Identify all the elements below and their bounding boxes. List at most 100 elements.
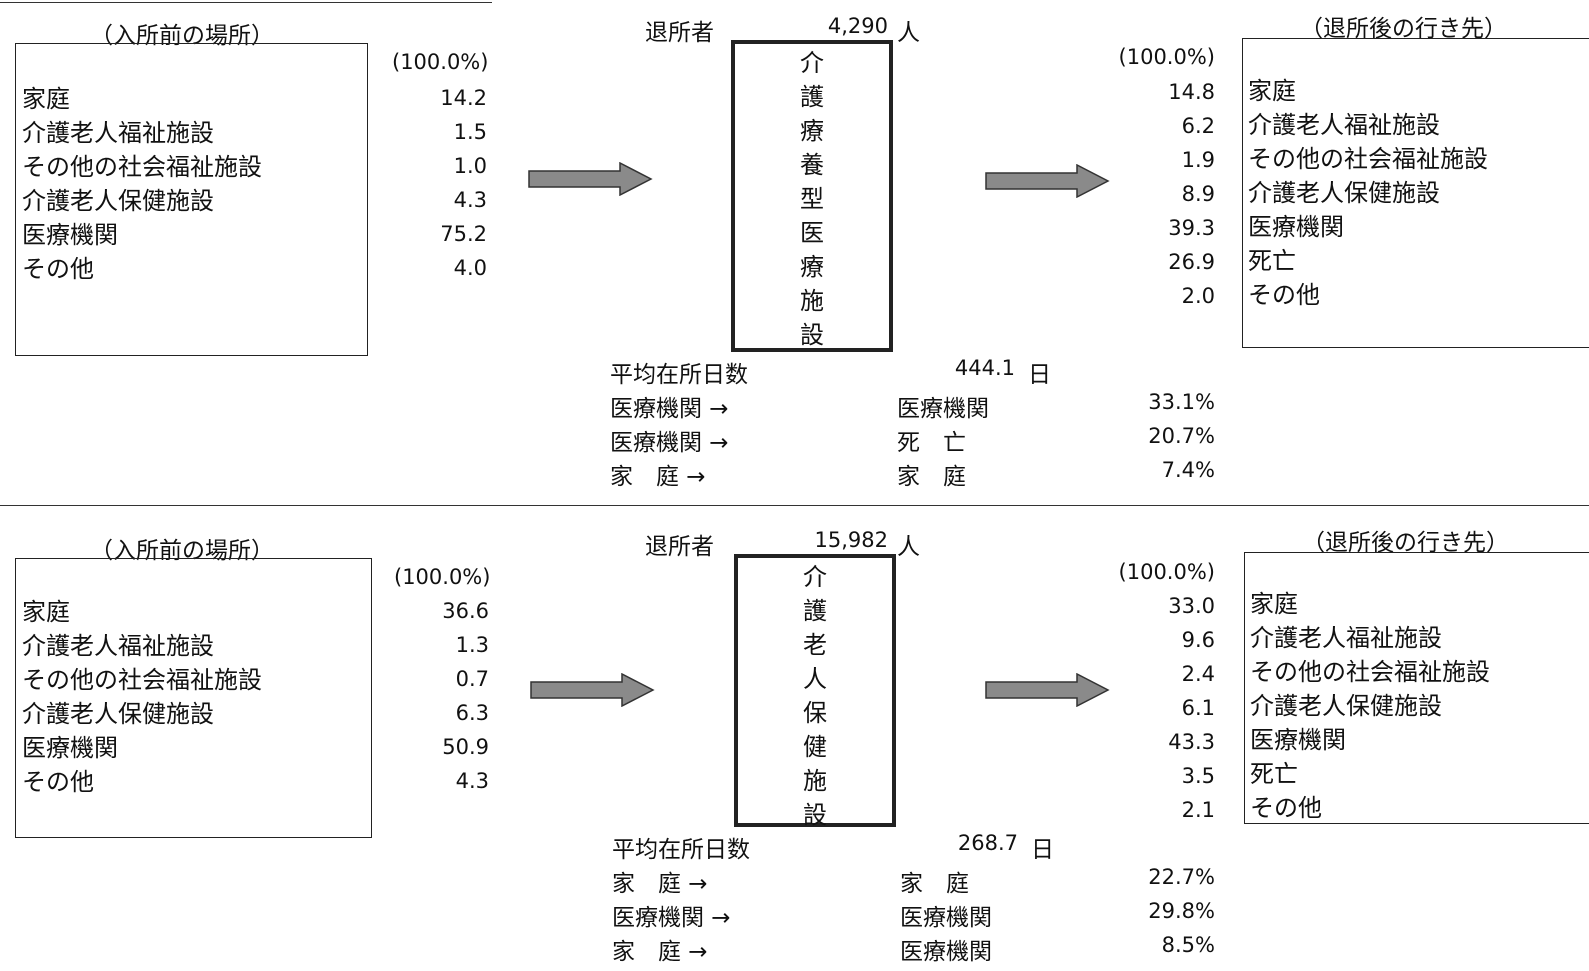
after-item: その他 — [1250, 794, 1322, 822]
before-value: 0.7 — [455, 667, 489, 691]
facility-name-char: 養 — [800, 151, 824, 179]
after-value: 33.0 — [1168, 594, 1215, 618]
avg-stay-unit: 日 — [1031, 837, 1054, 863]
facility-name-char: 設 — [803, 801, 827, 829]
after-value: 39.3 — [1168, 216, 1215, 240]
after-item: 医療機関 — [1248, 213, 1344, 241]
flow-from: 家 庭 → — [612, 939, 708, 965]
flow-from: 医療機関 → — [610, 430, 729, 456]
top-border-line — [0, 2, 492, 3]
discharge-unit: 人 — [897, 534, 920, 560]
after-item: 家庭 — [1248, 77, 1296, 105]
before-value: 36.6 — [442, 599, 489, 623]
flow-from: 医療機関 → — [610, 396, 729, 422]
outflow-arrow-icon — [985, 673, 1110, 707]
before-item: 介護老人福祉施設 — [22, 632, 214, 660]
facility-name-char: 療 — [800, 117, 824, 145]
before-location-box: 家庭 介護老人福祉施設 その他の社会福祉施設 介護老人保健施設 医療機関 その他 — [15, 558, 372, 838]
after-value: 2.1 — [1181, 798, 1215, 822]
facility-name-char: 施 — [803, 767, 827, 795]
before-item: 家庭 — [22, 85, 70, 113]
facility-name-char: 護 — [803, 597, 827, 625]
before-value: 4.3 — [455, 769, 489, 793]
before-value: 14.2 — [440, 86, 487, 110]
facility-name-char: 健 — [803, 733, 827, 761]
inflow-arrow-icon — [528, 162, 653, 196]
before-item: 介護老人福祉施設 — [22, 119, 214, 147]
outflow-arrow-icon — [985, 164, 1110, 198]
panel-health-services-facility: （入所前の場所） 家庭 介護老人福祉施設 その他の社会福祉施設 介護老人保健施設… — [0, 515, 1589, 971]
flow-to: 医療機関 — [900, 905, 992, 931]
before-item: その他の社会福祉施設 — [22, 666, 262, 694]
before-value: 1.0 — [453, 154, 487, 178]
before-item: 介護老人保健施設 — [22, 187, 214, 215]
flow-pct: 7.4% — [1161, 458, 1215, 482]
avg-stay-value: 268.7 — [957, 831, 1018, 855]
before-total: (100.0%) — [394, 565, 491, 589]
facility-name-char: 保 — [803, 699, 827, 727]
facility-name-char: 療 — [800, 253, 824, 281]
facility-name-char: 施 — [800, 287, 824, 315]
after-item: 死亡 — [1250, 760, 1298, 788]
facility-box: 介 護 療 養 型 医 療 施 設 — [731, 40, 893, 352]
flow-to: 家 庭 — [897, 464, 966, 490]
after-item: 死亡 — [1248, 247, 1296, 275]
facility-name-char: 型 — [800, 185, 824, 213]
flow-pct: 33.1% — [1148, 390, 1215, 414]
before-item: 家庭 — [22, 598, 70, 626]
after-destination-heading: （退所後の行き先） — [1302, 530, 1509, 556]
flow-to: 死 亡 — [897, 430, 966, 456]
discharge-count: 4,290 — [827, 14, 888, 38]
after-destination-box: 家庭 介護老人福祉施設 その他の社会福祉施設 介護老人保健施設 医療機関 死亡 … — [1244, 552, 1589, 824]
after-total: (100.0%) — [1118, 560, 1215, 584]
flow-from: 家 庭 → — [610, 464, 706, 490]
facility-name-char: 介 — [803, 563, 827, 591]
after-item: 家庭 — [1250, 590, 1298, 618]
avg-stay-value: 444.1 — [954, 356, 1015, 380]
discharge-unit: 人 — [897, 20, 920, 46]
before-item: 医療機関 — [22, 221, 118, 249]
before-total: (100.0%) — [392, 50, 489, 74]
after-value: 8.9 — [1181, 182, 1215, 206]
after-value: 43.3 — [1168, 730, 1215, 754]
facility-name-char: 介 — [800, 49, 824, 77]
after-value: 2.0 — [1181, 284, 1215, 308]
inflow-arrow-icon — [530, 673, 655, 707]
after-item: 介護老人保健施設 — [1250, 692, 1442, 720]
after-value: 6.1 — [1181, 696, 1215, 720]
after-value: 9.6 — [1181, 628, 1215, 652]
avg-stay-label: 平均在所日数 — [612, 837, 750, 863]
panel-long-term-care-medical: （入所前の場所） 家庭 介護老人福祉施設 その他の社会福祉施設 介護老人保健施設… — [15, 14, 1589, 490]
before-item: その他 — [22, 768, 94, 796]
facility-name-char: 設 — [800, 321, 824, 349]
discharge-label: 退所者 — [645, 20, 714, 46]
before-location-box: 家庭 介護老人福祉施設 その他の社会福祉施設 介護老人保健施設 医療機関 その他 — [15, 43, 368, 356]
flow-from: 医療機関 → — [612, 905, 731, 931]
before-item: その他 — [22, 255, 94, 283]
flow-to: 医療機関 — [897, 396, 989, 422]
flow-to: 医療機関 — [900, 939, 992, 965]
before-value: 1.5 — [453, 120, 487, 144]
after-value: 2.4 — [1181, 662, 1215, 686]
avg-stay-label: 平均在所日数 — [610, 362, 748, 388]
before-item: その他の社会福祉施設 — [22, 153, 262, 181]
before-item: 介護老人保健施設 — [22, 700, 214, 728]
avg-stay-unit: 日 — [1028, 362, 1051, 388]
after-value: 1.9 — [1181, 148, 1215, 172]
after-item: 介護老人福祉施設 — [1250, 624, 1442, 652]
discharge-label: 退所者 — [645, 534, 714, 560]
discharge-count: 15,982 — [814, 528, 888, 552]
after-item: その他の社会福祉施設 — [1248, 145, 1488, 173]
after-value: 14.8 — [1168, 80, 1215, 104]
before-item: 医療機関 — [22, 734, 118, 762]
flow-pct: 29.8% — [1148, 899, 1215, 923]
flow-to: 家 庭 — [900, 871, 969, 897]
after-item: 医療機関 — [1250, 726, 1346, 754]
facility-box: 介 護 老 人 保 健 施 設 — [734, 554, 896, 829]
before-value: 4.0 — [453, 256, 487, 280]
after-value: 3.5 — [1181, 764, 1215, 788]
facility-name-char: 人 — [803, 665, 827, 693]
after-item: 介護老人保健施設 — [1248, 179, 1440, 207]
before-value: 50.9 — [442, 735, 489, 759]
before-value: 1.3 — [455, 633, 489, 657]
